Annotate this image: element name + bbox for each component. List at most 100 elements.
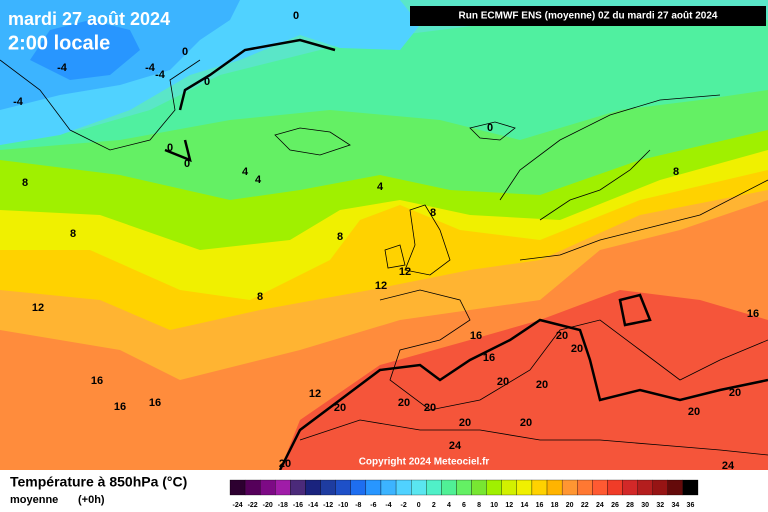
colorbar-label: 0: [417, 502, 421, 509]
colorbar-swatch: [320, 479, 336, 496]
contour-label: 8: [257, 291, 263, 303]
contour-label: 20: [497, 376, 509, 388]
colorbar-swatch: [652, 479, 668, 496]
contour-label: 20: [556, 330, 568, 342]
coast-scandinavia: [499, 94, 721, 221]
colorbar-label: -10: [338, 502, 348, 509]
contour-label: 8: [337, 231, 343, 243]
coast-iceland: [274, 127, 351, 156]
colorbar-label: 2: [432, 502, 436, 509]
coast-svalbard: [469, 121, 516, 141]
contour-label: 24: [722, 460, 735, 472]
colorbar-swatch: [411, 479, 427, 496]
colorbar-label: 26: [611, 502, 619, 509]
colorbar-label: 34: [671, 502, 679, 509]
contour-label: 20: [459, 417, 471, 429]
colorbar-swatch: [244, 479, 261, 496]
colorbar-label: -6: [370, 502, 376, 509]
contour-label: 16: [91, 375, 103, 387]
colorbar-swatch: [471, 479, 487, 496]
colorbar-label: 32: [656, 502, 664, 509]
colorbar-swatch: [607, 479, 623, 496]
colorbar-swatch: [667, 479, 684, 496]
contour-label: 4: [242, 166, 249, 178]
isotherm-zero: [164, 38, 336, 163]
coast-europe: [379, 179, 768, 411]
colorbar-swatch: [486, 479, 502, 496]
colorbar-label: 24: [596, 502, 604, 509]
colorbar-label: -24: [232, 502, 242, 509]
contour-label: 4: [377, 181, 384, 193]
contour-label: 0: [167, 142, 173, 154]
contour-label: 20: [398, 397, 410, 409]
colorbar-label: -4: [385, 502, 391, 509]
colorbar-label: 10: [490, 502, 498, 509]
colorbar-label: -18: [278, 502, 288, 509]
colorbar-label: 20: [566, 502, 574, 509]
colorbar-label: 6: [462, 502, 466, 509]
contour-label: 12: [399, 266, 411, 278]
colorbar-swatch: [531, 479, 548, 496]
colorbar-label: -2: [400, 502, 406, 509]
colorbar-swatch: [546, 479, 563, 496]
contour-label: 20: [279, 458, 291, 470]
contour-label: 16: [483, 352, 495, 364]
colorbar-swatch: [682, 479, 699, 496]
isotherm-twenty: [278, 293, 768, 471]
colorbar-label: -8: [355, 502, 361, 509]
contour-label: 16: [747, 308, 759, 320]
run-banner: [410, 6, 766, 26]
colorbar-swatch: [441, 479, 457, 496]
contour-label: 0: [204, 76, 210, 88]
contour-label: -4: [57, 62, 68, 74]
colorbar-label: 12: [505, 502, 513, 509]
colorbar-swatch: [426, 479, 442, 496]
key-isotherms: [164, 38, 768, 471]
colorbar-swatch: [380, 479, 397, 496]
colorbar-swatch: [229, 479, 246, 496]
map-date: mardi 27 août 2024: [8, 9, 170, 29]
colorbar-swatch: [561, 479, 578, 496]
colorbar-label: -16: [293, 502, 303, 509]
colorbar-swatch: [365, 479, 382, 496]
contour-label: 0: [293, 10, 299, 22]
contour-label: 12: [32, 302, 44, 314]
colorbar-label: 30: [641, 502, 649, 509]
colorbar-swatch: [592, 479, 608, 496]
colorbar-label: 8: [477, 502, 481, 509]
colorbar-label: 16: [536, 502, 544, 509]
temperature-field: [0, 0, 768, 470]
copyright: Copyright 2024 Meteociel.fr: [359, 457, 490, 468]
contour-label: -4: [13, 96, 24, 108]
colorbar-label: 28: [626, 502, 634, 509]
colorbar-label: 36: [687, 502, 695, 509]
contour-label: 20: [520, 417, 532, 429]
contour-label: 8: [673, 166, 679, 178]
colorbar-swatch: [275, 479, 291, 496]
map-time: 2:00 locale: [8, 32, 110, 54]
colorbar-swatch: [305, 479, 321, 496]
colorbar-swatch: [501, 479, 517, 496]
run-info: Run ECMWF ENS (moyenne) 0Z du mardi 27 a…: [459, 11, 718, 22]
contour-label: 8: [70, 228, 76, 240]
contour-label: 24: [449, 440, 462, 452]
colorbar-label: 18: [551, 502, 559, 509]
colorbar-label: -14: [308, 502, 318, 509]
colorbar-swatch: [335, 479, 351, 496]
contour-label: 8: [430, 207, 436, 219]
colorbar-swatch: [456, 479, 472, 496]
contour-label: 20: [334, 402, 346, 414]
colorbar-swatch: [290, 479, 306, 496]
legend-mode: moyenne: [10, 494, 58, 506]
colorbar-label: 22: [581, 502, 589, 509]
coast-greenland: [0, 59, 201, 151]
contour-label: 16: [114, 401, 126, 413]
colorbar-swatch: [260, 479, 276, 496]
colorbar-swatch: [577, 479, 593, 496]
contour-label: 20: [571, 343, 583, 355]
contour-label: 12: [375, 280, 387, 292]
